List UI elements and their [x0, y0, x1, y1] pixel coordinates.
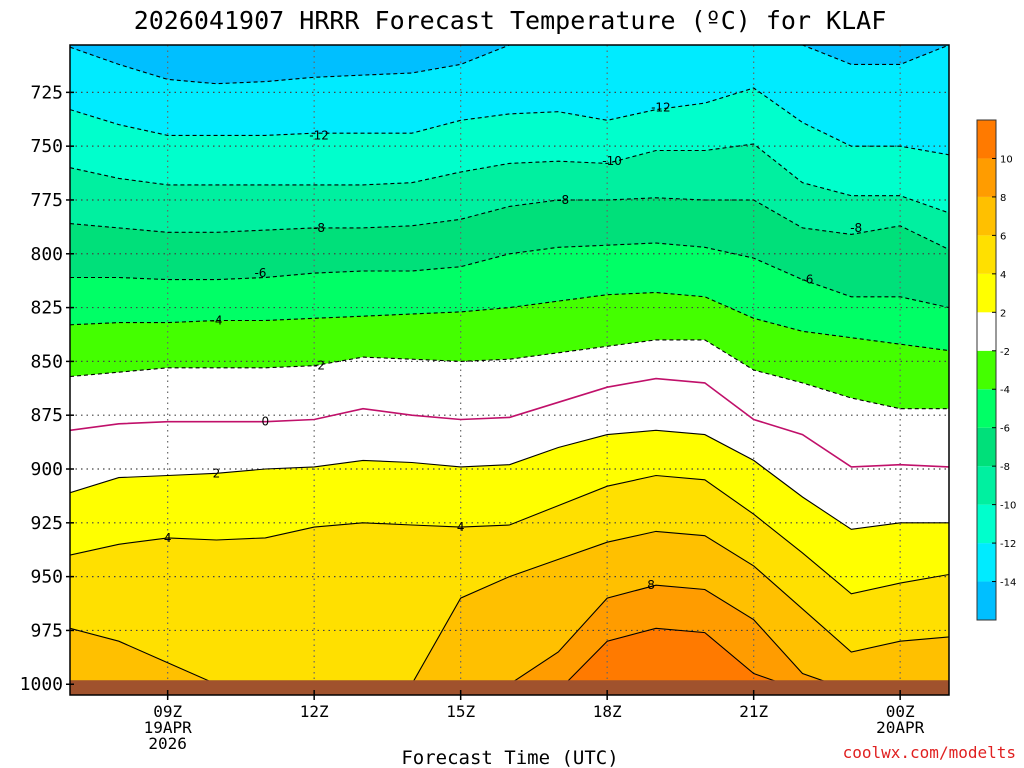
- colorbar-swatch--10: [977, 466, 996, 505]
- colorbar-swatch-8: [977, 158, 996, 197]
- contour-label-10: 0: [262, 415, 270, 429]
- x-tick-label-00z: 00Z: [886, 702, 915, 721]
- contour-line--12: [70, 87, 949, 156]
- y-tick-label-750: 750: [30, 136, 63, 157]
- x-tick-label-15z: 15Z: [446, 702, 475, 721]
- contour-label-13: 4: [457, 520, 465, 534]
- y-axis: 725 750 775 800 825 850 875 900 925 950 975 1000: [20, 82, 74, 695]
- x-tick-label-21z: 21Z: [739, 702, 768, 721]
- y-tick-label-975: 975: [30, 620, 63, 641]
- colorbar-label-4: 4: [1000, 270, 1006, 281]
- colorbar-swatch--16: [977, 581, 996, 620]
- contour-label-0: -12: [309, 128, 329, 142]
- y-tick-label-825: 825: [30, 298, 63, 319]
- contour-line-0: [70, 377, 949, 468]
- y-tick-label-925: 925: [30, 513, 63, 534]
- contour-label-5: -8: [850, 221, 862, 235]
- contour-label-4: -8: [313, 221, 325, 235]
- colorbar-label-6: 6: [1000, 231, 1006, 242]
- contour-label-12: 4: [164, 531, 172, 545]
- x-axis-title: Forecast Time (UTC): [401, 747, 618, 768]
- x-tick-label-12z: 12Z: [300, 702, 329, 721]
- y-tick-label-900: 900: [30, 459, 63, 480]
- colorbar-label--2: -2: [1000, 347, 1010, 358]
- colorbar-label--8: -8: [1000, 462, 1010, 473]
- contour-label-8: -4: [211, 313, 223, 327]
- x-tick-label-19apr: 19APR: [144, 718, 193, 737]
- contour-label-11: 2: [213, 466, 221, 480]
- y-tick-label-875: 875: [30, 405, 63, 426]
- contour-label-6: -6: [254, 266, 266, 280]
- contour-line-2: [70, 429, 949, 530]
- y-tick-label-775: 775: [30, 190, 63, 211]
- y-tick-label-800: 800: [30, 244, 63, 265]
- x-tick-label-20apr: 20APR: [876, 718, 925, 737]
- colorbar-swatch--6: [977, 389, 996, 428]
- contour-label-1: -12: [651, 100, 671, 114]
- colorbar-frame: [976, 119, 997, 621]
- colorbar-label-10: 10: [1000, 154, 1013, 165]
- contour-label-14: 8: [647, 578, 655, 592]
- contour-label-9: -2: [313, 359, 325, 373]
- colorbar-label--6: -6: [1000, 424, 1010, 435]
- contour-label-7: -6: [801, 273, 813, 287]
- plot-frame: [69, 44, 950, 696]
- colorbar-label-2: 2: [1000, 308, 1006, 319]
- contour-line--2: [70, 339, 949, 410]
- colorbar-label--14: -14: [1000, 578, 1016, 589]
- contour-label-3: -8: [557, 193, 569, 207]
- contour-line--10: [70, 143, 949, 214]
- credit-link[interactable]: coolwx.com/modelts: [843, 743, 1016, 762]
- ground-surface: [70, 680, 949, 695]
- x-tick-label-09z: 09Z: [153, 702, 182, 721]
- ground-band: [70, 680, 949, 695]
- colorbar-legend: -14 -12 -10 -8 -6 -4 -2 2 4 6 8 10: [976, 119, 1016, 621]
- y-tick-label-725: 725: [30, 82, 63, 103]
- x-tick-label-18z: 18Z: [593, 702, 622, 721]
- y-tick-label-950: 950: [30, 567, 63, 588]
- colorbar-swatch-4: [977, 235, 996, 274]
- contour-line--8: [70, 197, 949, 250]
- chart-title: 2026041907 HRRR Forecast Temperature (ºC…: [134, 6, 887, 35]
- colorbar-swatch--8: [977, 427, 996, 467]
- y-tick-label-1000: 1000: [20, 674, 63, 695]
- colorbar-label--4: -4: [1000, 385, 1010, 396]
- contour-labels: -12 -12 -10 -8 -8 -8 -6 -6 -4 -2 0 2 4 4 8: [164, 100, 862, 592]
- colorbar-swatch--4: [977, 350, 996, 390]
- colorbar-swatch--14: [977, 543, 996, 582]
- y-tick-label-850: 850: [30, 351, 63, 372]
- colorbar-label--10: -10: [1000, 501, 1016, 512]
- colorbar-label-8: 8: [1000, 193, 1006, 204]
- contour-lines: [70, 45, 949, 692]
- contour-line--6: [70, 242, 949, 309]
- colorbar-label--12: -12: [1000, 539, 1016, 550]
- colorbar-swatch--12: [977, 504, 996, 544]
- contour-line-4: [70, 474, 949, 595]
- colorbar-swatch--2: [977, 312, 996, 351]
- colorbar-swatch-10: [977, 120, 996, 159]
- colorbar-swatch-6: [977, 196, 996, 236]
- colorbar-swatch-2: [977, 273, 996, 313]
- contour-label-2: -10: [602, 154, 622, 168]
- temperature-fill-bands: [70, 45, 949, 695]
- grid-lines: [70, 45, 949, 695]
- x-tick-label-2026: 2026: [148, 734, 187, 753]
- fill-band-above-10: [70, 628, 949, 695]
